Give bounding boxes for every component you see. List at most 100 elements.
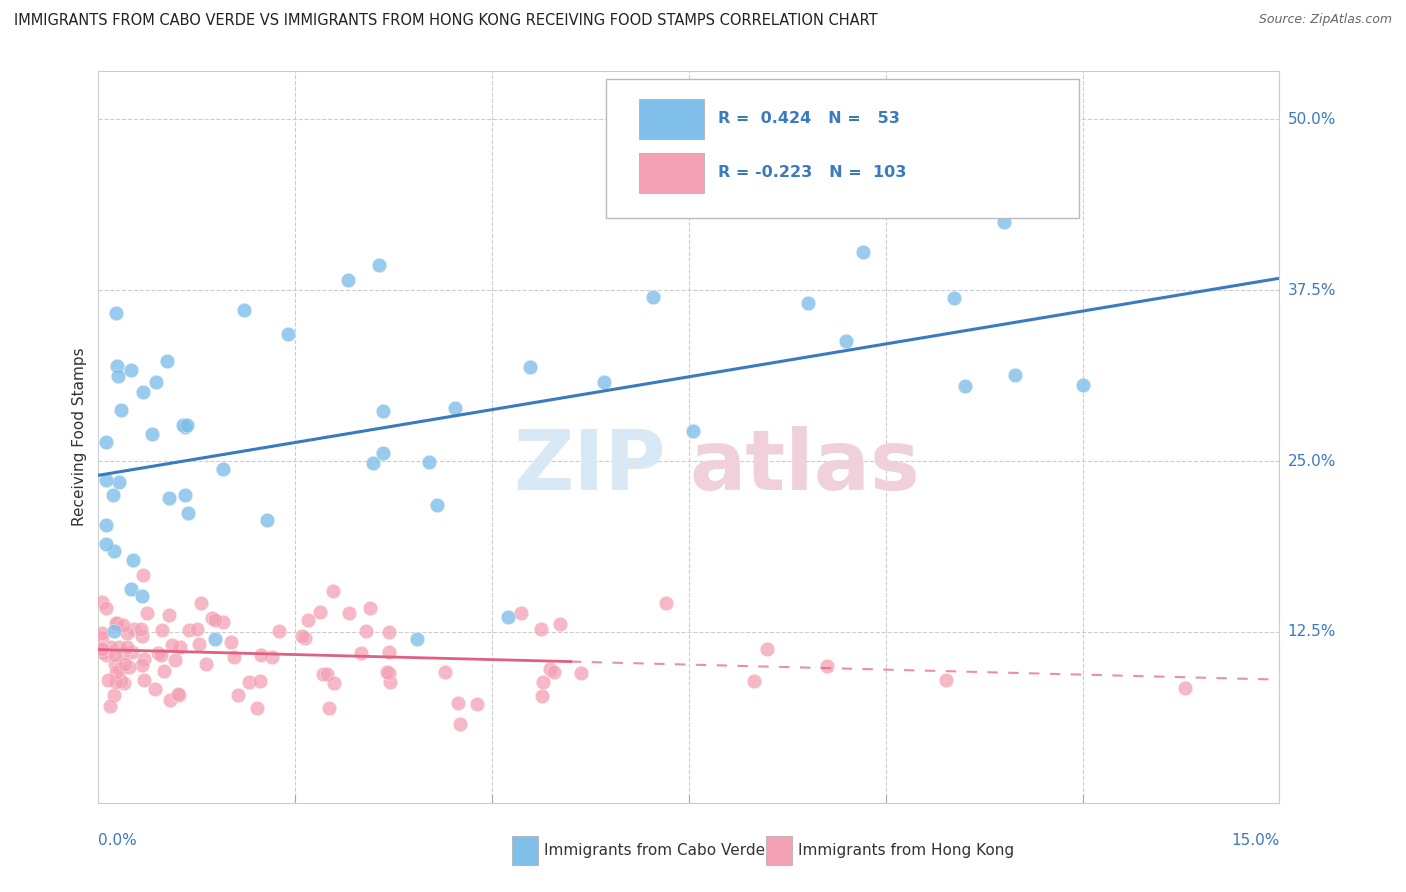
- Point: [108, 640, 131, 655]
- Point: [110, 402, 132, 417]
- Point: [145, 376, 167, 390]
- Point: [121, 553, 143, 567]
- Point: [350, 646, 373, 660]
- Point: [449, 717, 471, 731]
- Point: [131, 589, 153, 603]
- Point: [131, 657, 153, 672]
- Point: [510, 606, 533, 620]
- Point: [104, 657, 127, 671]
- Point: [550, 616, 572, 631]
- Point: [371, 445, 394, 459]
- Point: [406, 632, 429, 646]
- Point: [122, 622, 145, 636]
- Bar: [640, 153, 704, 193]
- Point: [96, 435, 118, 450]
- Point: [177, 623, 200, 637]
- Text: R =  0.424   N =   53: R = 0.424 N = 53: [718, 112, 900, 127]
- Point: [291, 629, 314, 643]
- Point: [121, 645, 143, 659]
- Point: [97, 645, 120, 659]
- Point: [91, 625, 114, 640]
- Point: [262, 649, 284, 664]
- Text: Immigrants from Hong Kong: Immigrants from Hong Kong: [797, 843, 1014, 858]
- Point: [682, 425, 704, 439]
- Point: [173, 488, 195, 502]
- Point: [538, 662, 561, 676]
- Point: [224, 650, 246, 665]
- Point: [256, 513, 278, 527]
- Point: [322, 675, 344, 690]
- Point: [103, 543, 125, 558]
- Point: [797, 296, 820, 310]
- Point: [176, 417, 198, 432]
- Point: [309, 606, 332, 620]
- Point: [368, 258, 391, 272]
- Point: [425, 499, 447, 513]
- Point: [742, 674, 765, 689]
- Point: [132, 567, 155, 582]
- Point: [96, 648, 118, 662]
- Point: [112, 675, 135, 690]
- Point: [108, 475, 131, 489]
- Point: [134, 652, 156, 666]
- Point: [103, 624, 125, 638]
- Point: [835, 334, 858, 348]
- Point: [593, 376, 616, 390]
- Point: [654, 597, 676, 611]
- Point: [150, 648, 173, 662]
- Point: [238, 675, 260, 690]
- Point: [375, 665, 398, 680]
- Point: [104, 648, 127, 662]
- Point: [211, 462, 233, 476]
- Point: [249, 674, 271, 689]
- Point: [111, 646, 134, 660]
- Point: [188, 637, 211, 651]
- Point: [378, 665, 401, 680]
- Point: [935, 673, 957, 687]
- Point: [186, 622, 208, 636]
- Text: ZIP: ZIP: [513, 425, 665, 507]
- Point: [953, 379, 976, 393]
- Point: [157, 608, 180, 623]
- Point: [152, 665, 174, 679]
- Point: [117, 640, 139, 654]
- Bar: [640, 99, 704, 139]
- Bar: [512, 836, 537, 865]
- Point: [519, 359, 541, 374]
- Point: [162, 639, 184, 653]
- Point: [530, 623, 553, 637]
- Point: [167, 687, 190, 701]
- Point: [443, 401, 465, 416]
- Point: [418, 455, 440, 469]
- Text: 0.0%: 0.0%: [98, 833, 138, 848]
- Point: [169, 640, 191, 655]
- Point: [993, 215, 1015, 229]
- Point: [312, 667, 335, 681]
- Point: [94, 601, 117, 615]
- Point: [129, 622, 152, 636]
- Point: [146, 646, 169, 660]
- Point: [96, 473, 118, 487]
- Point: [118, 659, 141, 673]
- Point: [371, 404, 394, 418]
- Point: [141, 426, 163, 441]
- Point: [641, 290, 664, 304]
- Point: [100, 699, 122, 714]
- Point: [446, 697, 468, 711]
- Point: [755, 642, 778, 657]
- Point: [194, 657, 217, 671]
- Point: [105, 306, 128, 320]
- Point: [150, 623, 173, 637]
- Point: [852, 244, 875, 259]
- Point: [115, 625, 138, 640]
- Point: [174, 419, 197, 434]
- Point: [111, 618, 134, 632]
- Point: [378, 674, 401, 689]
- Point: [131, 629, 153, 643]
- Text: R = -0.223   N =  103: R = -0.223 N = 103: [718, 165, 907, 180]
- Point: [172, 418, 194, 433]
- Point: [107, 369, 129, 384]
- Point: [226, 689, 249, 703]
- Point: [496, 610, 519, 624]
- Point: [354, 624, 377, 638]
